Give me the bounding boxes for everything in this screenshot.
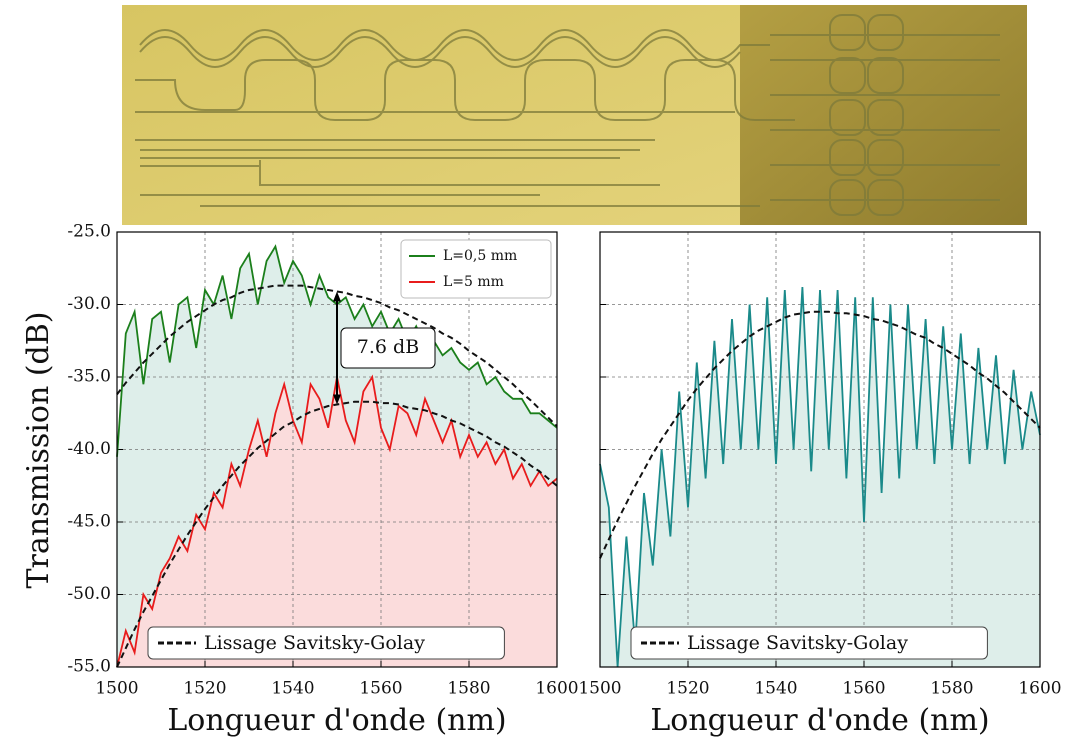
y-tick-label: -55.0	[67, 657, 111, 677]
y-tick-label: -45.0	[67, 512, 111, 532]
legend-box	[400, 239, 552, 299]
area-fill	[600, 287, 1040, 667]
y-tick-label: -35.0	[67, 367, 111, 387]
line-series	[599, 287, 1041, 668]
legend-label: Lissage Savitsky-Golay	[687, 632, 908, 654]
plot-frame	[116, 231, 558, 668]
legend-label: L=0,5 mm	[443, 248, 517, 264]
x-tick-label: 1560	[842, 679, 885, 699]
x-tick-label: 1600	[535, 679, 578, 699]
legend-box	[147, 626, 505, 660]
x-tick-label: 1580	[930, 679, 973, 699]
annotation-box	[340, 327, 436, 369]
x-tick-label: 1500	[95, 679, 138, 699]
y-tick-label: -50.0	[67, 584, 111, 604]
x-tick-label: 1580	[447, 679, 490, 699]
y-tick-label: -30.0	[67, 294, 111, 314]
y-tick-label: -40.0	[67, 439, 111, 459]
photo-right	[740, 5, 1027, 225]
x-tick-label: 1500	[578, 679, 621, 699]
x-tick-label: 1600	[1018, 679, 1061, 699]
y-axis-label: Transmission (dB)	[21, 312, 56, 589]
legend-label: Lissage Savitsky-Golay	[204, 632, 425, 654]
x-tick-label: 1520	[666, 679, 709, 699]
x-tick-label: 1560	[359, 679, 402, 699]
waveguides	[135, 14, 1000, 216]
chart: 1500 1520 1540 1560 1580 1600 Lissage Savitsky…	[578, 231, 1062, 738]
x-axis-label: Longueur d'onde (nm)	[167, 703, 506, 738]
legend-box	[630, 626, 988, 660]
x-tick-label: 1540	[754, 679, 797, 699]
x-tick-label: 1540	[271, 679, 314, 699]
annotation: 7.6 dB	[357, 336, 419, 358]
chip-photo	[122, 5, 1027, 225]
line-series	[599, 310, 1041, 559]
legend-label: L=5 mm	[443, 274, 504, 290]
chart: -55.0 -50.0 -45.0 -40.0 -35.0 -30.0 -25.0 1500 1…	[67, 222, 578, 739]
x-tick-label: 1520	[183, 679, 226, 699]
photo-left	[122, 5, 740, 225]
x-axis-label: Longueur d'onde (nm)	[650, 703, 989, 738]
plot-frame	[599, 231, 1041, 668]
y-tick-label: -25.0	[67, 222, 111, 242]
